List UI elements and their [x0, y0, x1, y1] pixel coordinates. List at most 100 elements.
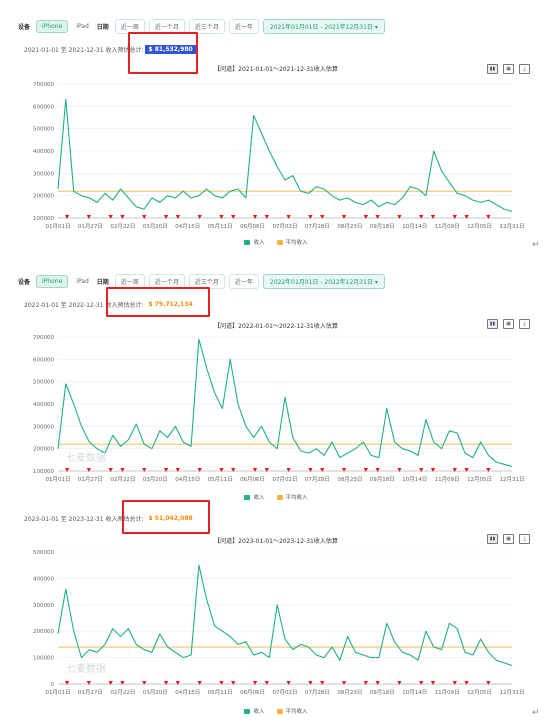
y-tick-label: 100000	[33, 469, 54, 475]
event-marker	[142, 468, 147, 472]
x-tick-label: 09月18日	[370, 223, 395, 230]
event-marker	[486, 215, 491, 219]
event-marker	[286, 468, 291, 472]
watermark: 七麦数据	[66, 664, 106, 675]
x-tick-label: 01月01日	[46, 476, 71, 483]
device-label: 设备	[18, 23, 31, 31]
x-tick-label: 11月09日	[435, 689, 460, 696]
range-year-button[interactable]: 近一年	[228, 273, 259, 289]
x-tick-label: 06月06日	[240, 476, 265, 483]
y-tick-label: 700000	[33, 82, 54, 88]
x-tick-label: 09月18日	[370, 476, 395, 483]
return-mark: ↵	[532, 240, 540, 250]
event-marker	[197, 681, 202, 685]
y-tick-label: 400000	[33, 402, 54, 408]
chart-title: 【问道】2021-01-01～2021-12-31收入估算	[214, 66, 338, 73]
bar-chart-icon[interactable]: ▮▮	[487, 64, 498, 74]
legend-income[interactable]: 收入	[244, 238, 265, 246]
chart-legend: 收入 平均收入	[18, 493, 534, 501]
event-marker	[320, 681, 325, 685]
chart-title: 【问道】2022-01-01～2022-12-31收入估算	[214, 323, 338, 330]
event-marker	[452, 681, 457, 685]
event-marker	[163, 681, 169, 685]
x-tick-label: 10月14日	[402, 689, 427, 696]
image-icon[interactable]: ▣	[503, 319, 514, 329]
x-tick-label: 07月28日	[305, 689, 330, 696]
event-marker	[86, 468, 92, 472]
event-marker	[219, 681, 224, 685]
x-tick-label: 08月23日	[337, 689, 362, 696]
revenue-chart: 700000 600000 500000 400000 300000 200000 1000…	[33, 335, 525, 483]
x-tick-label: 12月31日	[500, 689, 525, 696]
y-tick-label: 500000	[33, 380, 54, 386]
watermark: 七麦数据	[66, 453, 106, 464]
event-marker	[219, 215, 224, 219]
event-marker	[320, 468, 325, 472]
event-marker	[219, 468, 224, 472]
range-3month-button[interactable]: 近三个月	[188, 18, 225, 34]
date-label: 日期	[96, 278, 109, 286]
x-tick-label: 01月01日	[46, 689, 71, 696]
download-icon[interactable]: ⤓	[519, 319, 530, 329]
x-tick-label: 06月06日	[240, 223, 265, 230]
event-marker	[341, 215, 347, 219]
income-line	[57, 99, 513, 212]
legend-avg-label: 平均收入	[285, 495, 308, 501]
total-value: $ 79,712,134	[148, 300, 193, 308]
x-tick-label: 01月27日	[78, 689, 103, 696]
x-tick-label: 11月09日	[435, 223, 460, 230]
event-marker	[363, 681, 369, 685]
chart-legend: 收入 平均收入	[18, 707, 534, 715]
total-summary: 2023-01-01 至 2023-12-31 收入预估总计: $ 51,042…	[24, 512, 196, 524]
x-tick-label: 03月20日	[143, 476, 168, 483]
event-marker	[430, 215, 436, 219]
revenue-panel-2023: 2023-01-01 至 2023-12-31 收入预估总计: $ 51,042…	[18, 500, 534, 720]
date-range-select[interactable]: 2021年01月01日 - 2021年12月31日 ▾	[262, 18, 385, 34]
event-marker	[252, 681, 258, 685]
download-icon[interactable]: ⤓	[519, 534, 530, 544]
event-marker	[430, 468, 436, 472]
range-year-button[interactable]: 近一年	[228, 18, 259, 34]
legend-avg[interactable]: 平均收入	[276, 238, 308, 246]
legend-income[interactable]: 收入	[244, 707, 265, 715]
date-range-select[interactable]: 2022年01月01日 - 2022年12月31日 ▾	[262, 273, 385, 289]
ipad-button[interactable]: iPad	[76, 22, 89, 30]
event-marker	[308, 468, 313, 472]
legend-income[interactable]: 收入	[244, 493, 265, 501]
event-marker	[142, 681, 147, 685]
filter-toolbar: 设备 iPhone iPad 日期 近一周 近一个月 近三个月 近一年 2022…	[18, 271, 534, 291]
income-line	[57, 338, 513, 468]
x-tick-label: 09月18日	[370, 689, 395, 696]
iphone-button[interactable]: iPhone	[36, 274, 69, 288]
legend-avg[interactable]: 平均收入	[276, 707, 308, 715]
chart-icon-group: ▮▮ ▣ ⤓	[487, 534, 530, 544]
image-icon[interactable]: ▣	[503, 64, 514, 74]
y-tick-label: 300000	[33, 424, 54, 430]
event-marker	[397, 681, 402, 685]
event-marker	[419, 215, 424, 219]
y-tick-label: 500000	[33, 127, 54, 133]
chart-legend: 收入 平均收入	[18, 238, 534, 246]
image-icon[interactable]: ▣	[503, 534, 514, 544]
return-mark: ↵	[532, 708, 540, 718]
download-icon[interactable]: ⤓	[519, 64, 530, 74]
bar-chart-icon[interactable]: ▮▮	[487, 319, 498, 329]
iphone-button[interactable]: iPhone	[36, 19, 69, 33]
y-tick-label: 100000	[33, 656, 54, 662]
event-marker	[320, 215, 325, 219]
bar-chart-icon[interactable]: ▮▮	[487, 534, 498, 544]
y-tick-label: 400000	[33, 149, 54, 155]
ipad-button[interactable]: iPad	[76, 277, 89, 285]
x-tick-label: 03月20日	[143, 689, 168, 696]
event-marker	[419, 681, 424, 685]
event-marker	[108, 681, 113, 685]
x-tick-label: 07月02日	[273, 223, 298, 230]
event-marker	[64, 468, 70, 472]
legend-avg[interactable]: 平均收入	[276, 493, 308, 501]
event-marker	[264, 681, 270, 685]
event-marker	[120, 681, 125, 685]
total-prefix: 2021-01-01 至 2021-12-31 收入预估总计:	[24, 46, 144, 54]
range-month-button[interactable]: 近一个月	[148, 18, 185, 34]
date-range-value: 2022年01月01日 - 2022年12月31日	[269, 278, 373, 286]
event-marker	[231, 215, 236, 219]
